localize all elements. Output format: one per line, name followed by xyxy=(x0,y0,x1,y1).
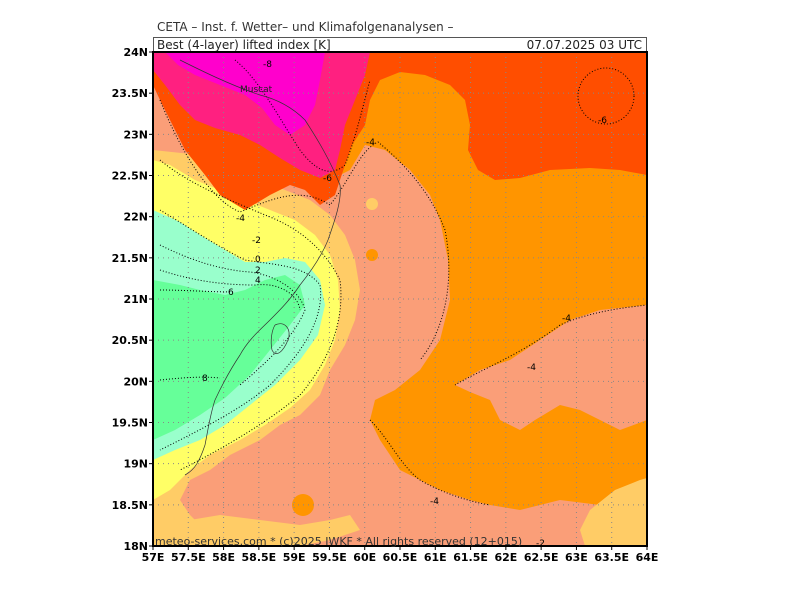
lat-label: 20.5N xyxy=(112,334,148,347)
lat-label: 20N xyxy=(123,375,148,388)
contour-label-minus4-b: -4 xyxy=(236,214,245,224)
lon-label: 60E xyxy=(353,551,376,564)
lat-label: 22N xyxy=(123,211,148,224)
latitude-axis: 24N 23.5N 23N 22.5N 22N 21.5N 21N 20.5N 20N 19.5N… xyxy=(112,46,153,553)
contour-minus6-east xyxy=(577,67,635,125)
coastline-oman xyxy=(179,59,341,476)
lat-label: 24N xyxy=(123,46,148,59)
lon-label: 59E xyxy=(283,551,306,564)
longitude-axis: 57E 57.5E 58E 58.5E 59E 59.5E 60E 60.5E 61E 61.5E… xyxy=(142,546,659,564)
valid-time: 07.07.2025 03 UTC xyxy=(526,38,642,52)
contour-label-6: 6 xyxy=(228,288,234,298)
contour-label-minus2-a: -2 xyxy=(252,236,261,246)
city-label-muscat: Muscat xyxy=(240,85,273,95)
contour-lines xyxy=(159,59,647,506)
contour-minus6 xyxy=(234,59,371,172)
field-band-0-2-sw xyxy=(153,515,360,546)
contour-label-minus2-b: -2 xyxy=(536,539,545,549)
lon-label: 62E xyxy=(494,551,517,564)
contour-label-minus4-c: -4 xyxy=(562,314,571,324)
lon-label: 60.5E xyxy=(383,551,418,564)
lon-label: 64E xyxy=(636,551,659,564)
copyright-footer: meteo-services.com * (c)2025 IWKF * All … xyxy=(155,535,523,548)
contour-label-minus6-a: -6 xyxy=(323,174,332,184)
contour-label-minus4-d: -4 xyxy=(527,363,536,373)
field-band-le-minus8 xyxy=(165,52,325,135)
field-blob-minus6-east xyxy=(578,68,634,124)
lat-label: 18N xyxy=(123,540,148,553)
field-band-ge-6 xyxy=(153,275,305,440)
lon-label: 63E xyxy=(565,551,588,564)
lon-label: 57E xyxy=(142,551,165,564)
organization-title: CETA – Inst. f. Wetter– und Klimafolgena… xyxy=(157,20,454,34)
contour-label-minus6-b: -6 xyxy=(598,116,607,126)
contour-label-minus8: -8 xyxy=(263,60,272,70)
field-name: Best (4-layer) lifted index [K] xyxy=(157,38,331,52)
lat-label: 19N xyxy=(123,458,148,471)
field-blob-minus4-north xyxy=(366,249,378,261)
lat-label: 19.5N xyxy=(112,417,148,430)
lon-label: 58.5E xyxy=(242,551,277,564)
lon-label: 62.5E xyxy=(524,551,559,564)
contour-2 xyxy=(159,244,306,386)
lat-label: 18.5N xyxy=(112,499,148,512)
lat-label: 21.5N xyxy=(112,252,148,265)
contour-minus4-s xyxy=(369,419,491,506)
lon-label: 63.5E xyxy=(594,551,629,564)
contour-labels: -8 -6 -6 -4 -4 -4 -4 -4 -2 -2 0 2 4 6 8 xyxy=(202,60,607,549)
contour-label-minus4-e: -4 xyxy=(430,497,439,507)
lat-label: 21N xyxy=(123,293,148,306)
field-band-minus2-0-se xyxy=(455,305,647,430)
coastline xyxy=(179,59,341,476)
field-title-bar: Best (4-layer) lifted index [K] 07.07.20… xyxy=(153,37,647,52)
field-blob-0-north xyxy=(366,198,378,210)
filled-contours xyxy=(153,52,647,546)
lon-label: 61E xyxy=(424,551,447,564)
lat-label: 22.5N xyxy=(112,170,148,183)
lon-label: 57.5E xyxy=(171,551,206,564)
contour-label-4: 4 xyxy=(255,276,261,286)
coastline-masirah xyxy=(270,323,290,354)
contour-label-0: 0 xyxy=(255,255,261,265)
lon-label: 61.5E xyxy=(453,551,488,564)
lat-label: 23.5N xyxy=(112,87,148,100)
contour-4 xyxy=(159,269,301,311)
contour-8 xyxy=(159,376,221,381)
contour-label-2: 2 xyxy=(255,266,261,276)
contour-minus2 xyxy=(159,159,342,471)
lat-label: 23N xyxy=(123,128,148,141)
contour-minus4-se xyxy=(454,304,647,386)
contour-label-8: 8 xyxy=(202,374,208,384)
contour-label-minus4-a: -4 xyxy=(366,138,375,148)
contour-6 xyxy=(159,289,236,293)
lon-label: 59.5E xyxy=(312,551,347,564)
field-band-0-2-se xyxy=(580,478,647,546)
lon-label: 58E xyxy=(212,551,235,564)
